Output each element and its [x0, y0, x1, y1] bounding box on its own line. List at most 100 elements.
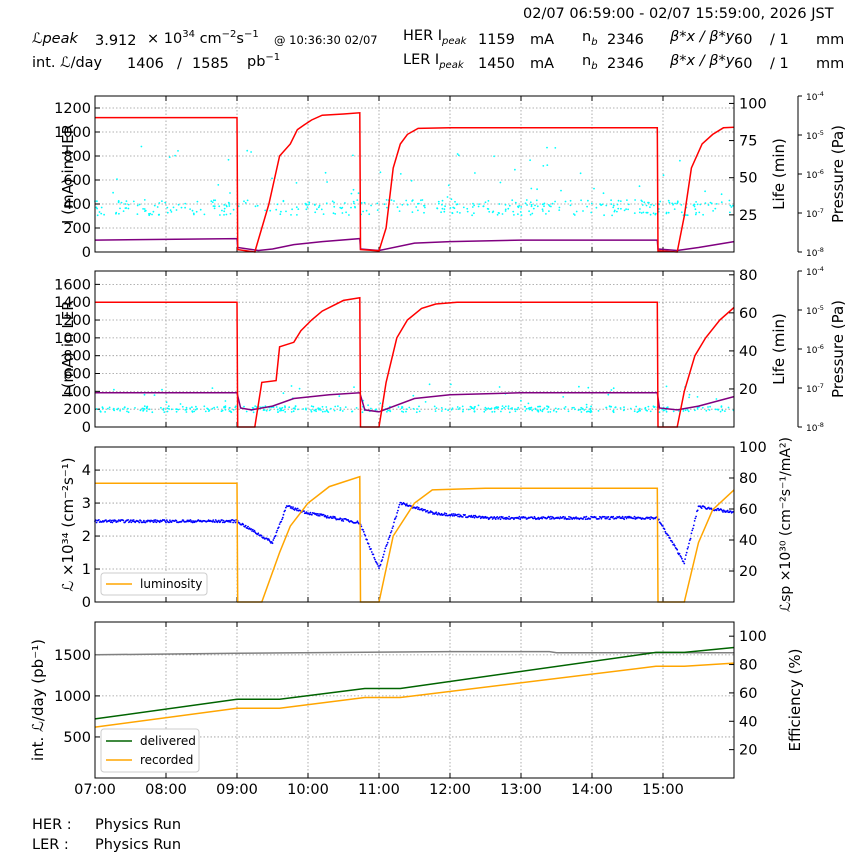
- pressure-point: [295, 182, 298, 184]
- pressure-point: [704, 190, 706, 193]
- pressure-point: [589, 407, 592, 410]
- pressure-point: [546, 405, 548, 408]
- pressure-point: [294, 405, 297, 407]
- specific-luminosity-point: [214, 519, 217, 521]
- pressure-point: [282, 392, 285, 395]
- pressure-point: [536, 188, 538, 191]
- specific-luminosity-point: [158, 521, 161, 524]
- pressure-point: [625, 208, 627, 211]
- specific-luminosity-point: [340, 519, 343, 522]
- pressure-point: [308, 201, 311, 204]
- pressure-point: [554, 147, 557, 149]
- pressure-point: [310, 405, 313, 407]
- pressure-point: [652, 212, 655, 215]
- pressure-point: [211, 387, 214, 389]
- pressure-point: [626, 199, 628, 202]
- pressure-point: [461, 405, 464, 408]
- pressure-point: [474, 405, 476, 408]
- pressure-point: [185, 411, 188, 413]
- specific-luminosity-point: [290, 506, 293, 508]
- pressure-point: [196, 200, 199, 203]
- lpeak-label-text: ℒpeak: [32, 31, 78, 47]
- specific-luminosity-point: [690, 532, 693, 535]
- specific-luminosity-point: [389, 531, 392, 534]
- y2-tick-label: 60: [739, 502, 757, 518]
- specific-luminosity-point: [400, 501, 402, 504]
- pressure-point: [519, 211, 522, 213]
- specific-luminosity-point: [700, 507, 703, 509]
- specific-luminosity-point: [175, 519, 178, 522]
- pressure-point: [702, 213, 704, 216]
- her-nb-value: 2346: [607, 32, 644, 48]
- specific-luminosity-point: [212, 519, 215, 521]
- x-tick-label: 11:00: [358, 782, 400, 798]
- pressure-point: [729, 211, 731, 214]
- pressure-point: [121, 408, 124, 410]
- specific-luminosity-point: [268, 539, 271, 542]
- specific-luminosity-point: [660, 523, 663, 526]
- specific-luminosity-point: [341, 518, 344, 521]
- specific-luminosity-point: [722, 511, 724, 513]
- pressure-point: [152, 210, 155, 213]
- pressure-point: [440, 211, 442, 214]
- specific-luminosity-point: [98, 519, 100, 521]
- pressure-point: [166, 211, 169, 214]
- pressure-point: [500, 410, 502, 413]
- specific-luminosity-point: [311, 513, 313, 516]
- pressure-point: [449, 207, 452, 209]
- specific-luminosity-point: [673, 543, 675, 546]
- pressure-point: [688, 393, 691, 396]
- pressure-point: [470, 407, 473, 410]
- specific-luminosity-point: [424, 509, 426, 511]
- pressure-point: [720, 405, 723, 407]
- pressure-point: [393, 200, 395, 202]
- y2-tick-label: 25: [739, 208, 757, 224]
- specific-luminosity-point: [689, 537, 692, 540]
- pressure-point: [112, 409, 115, 411]
- pressure-point: [148, 213, 150, 215]
- lpeak-unit-exp: 34: [182, 29, 195, 40]
- pressure-point: [450, 408, 453, 411]
- pressure-point: [166, 407, 169, 410]
- specific-luminosity-point: [250, 528, 253, 530]
- pressure-point: [666, 406, 669, 408]
- pressure-point: [140, 145, 143, 148]
- specific-luminosity-point: [568, 518, 571, 520]
- pressure-point: [497, 212, 500, 214]
- pressure-point: [276, 203, 279, 206]
- pressure-point: [116, 178, 118, 181]
- specific-luminosity-point: [180, 520, 183, 523]
- pressure-point: [410, 179, 413, 182]
- pressure-point: [609, 405, 611, 408]
- pressure-point: [390, 199, 393, 202]
- pressure-point: [276, 408, 279, 411]
- y2-tick-label: 40: [739, 714, 757, 730]
- pressure-point: [264, 209, 267, 212]
- specific-luminosity-point: [599, 516, 602, 519]
- pressure-point: [216, 406, 219, 408]
- pressure-point: [420, 199, 422, 202]
- pressure-point: [337, 405, 339, 407]
- pressure-point: [642, 211, 645, 214]
- pressure-point: [290, 411, 293, 413]
- pressure-point: [466, 210, 469, 213]
- specific-luminosity-point: [387, 538, 390, 540]
- pressure-point: [672, 410, 675, 413]
- pressure-tick-label: 10-8: [806, 246, 824, 259]
- y2-tick-label: 100: [739, 96, 767, 112]
- specific-luminosity-point: [305, 511, 308, 513]
- specific-luminosity-point: [648, 516, 651, 519]
- specific-luminosity-point: [374, 558, 376, 561]
- pressure-point: [207, 410, 210, 412]
- specific-luminosity-point: [594, 516, 597, 518]
- pressure-point: [541, 410, 544, 413]
- pressure-point: [214, 199, 217, 202]
- pressure-point: [671, 202, 674, 205]
- pressure-point: [539, 409, 542, 412]
- y-tick-label: 1500: [54, 648, 91, 664]
- pressure-point: [143, 405, 146, 408]
- y2-tick-label: 60: [739, 306, 757, 322]
- ler-beta-unit: mm: [816, 56, 845, 72]
- specific-luminosity-point: [458, 513, 460, 516]
- pressure-point: [353, 386, 355, 388]
